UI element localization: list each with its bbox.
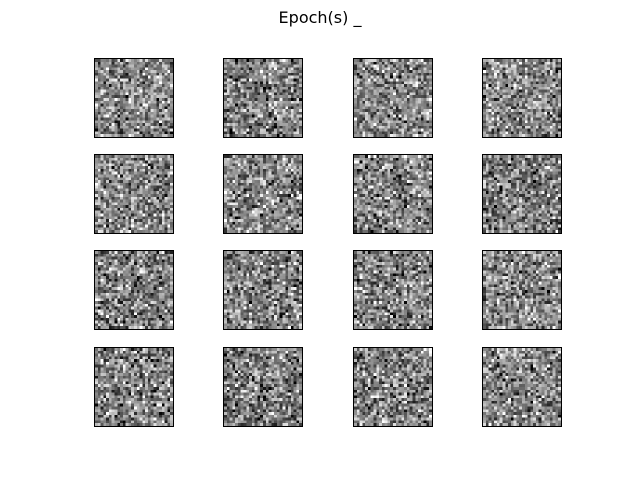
- generated-image-panel: [353, 250, 433, 330]
- generated-image-panel: [94, 58, 174, 138]
- generated-image-panel: [94, 250, 174, 330]
- noise-image: [224, 348, 302, 426]
- noise-image: [95, 155, 173, 233]
- noise-image: [483, 59, 561, 137]
- figure-title: Epoch(s) _: [278, 8, 362, 27]
- noise-image: [224, 59, 302, 137]
- generated-image-panel: [94, 154, 174, 234]
- noise-image: [95, 59, 173, 137]
- generated-image-panel: [223, 250, 303, 330]
- generated-image-panel: [353, 154, 433, 234]
- noise-image: [224, 155, 302, 233]
- generated-image-panel: [353, 58, 433, 138]
- noise-image: [354, 59, 432, 137]
- noise-image: [354, 155, 432, 233]
- noise-image: [483, 155, 561, 233]
- generated-image-panel: [223, 347, 303, 427]
- noise-image: [95, 348, 173, 426]
- noise-image: [354, 251, 432, 329]
- generated-image-panel: [482, 154, 562, 234]
- generated-image-panel: [223, 154, 303, 234]
- noise-image: [483, 251, 561, 329]
- generated-image-panel: [223, 58, 303, 138]
- generated-image-panel: [482, 347, 562, 427]
- generated-image-panel: [482, 250, 562, 330]
- generated-image-panel: [94, 347, 174, 427]
- noise-image: [224, 251, 302, 329]
- generated-image-panel: [353, 347, 433, 427]
- noise-image: [354, 348, 432, 426]
- noise-image: [95, 251, 173, 329]
- generated-image-panel: [482, 58, 562, 138]
- noise-image: [483, 348, 561, 426]
